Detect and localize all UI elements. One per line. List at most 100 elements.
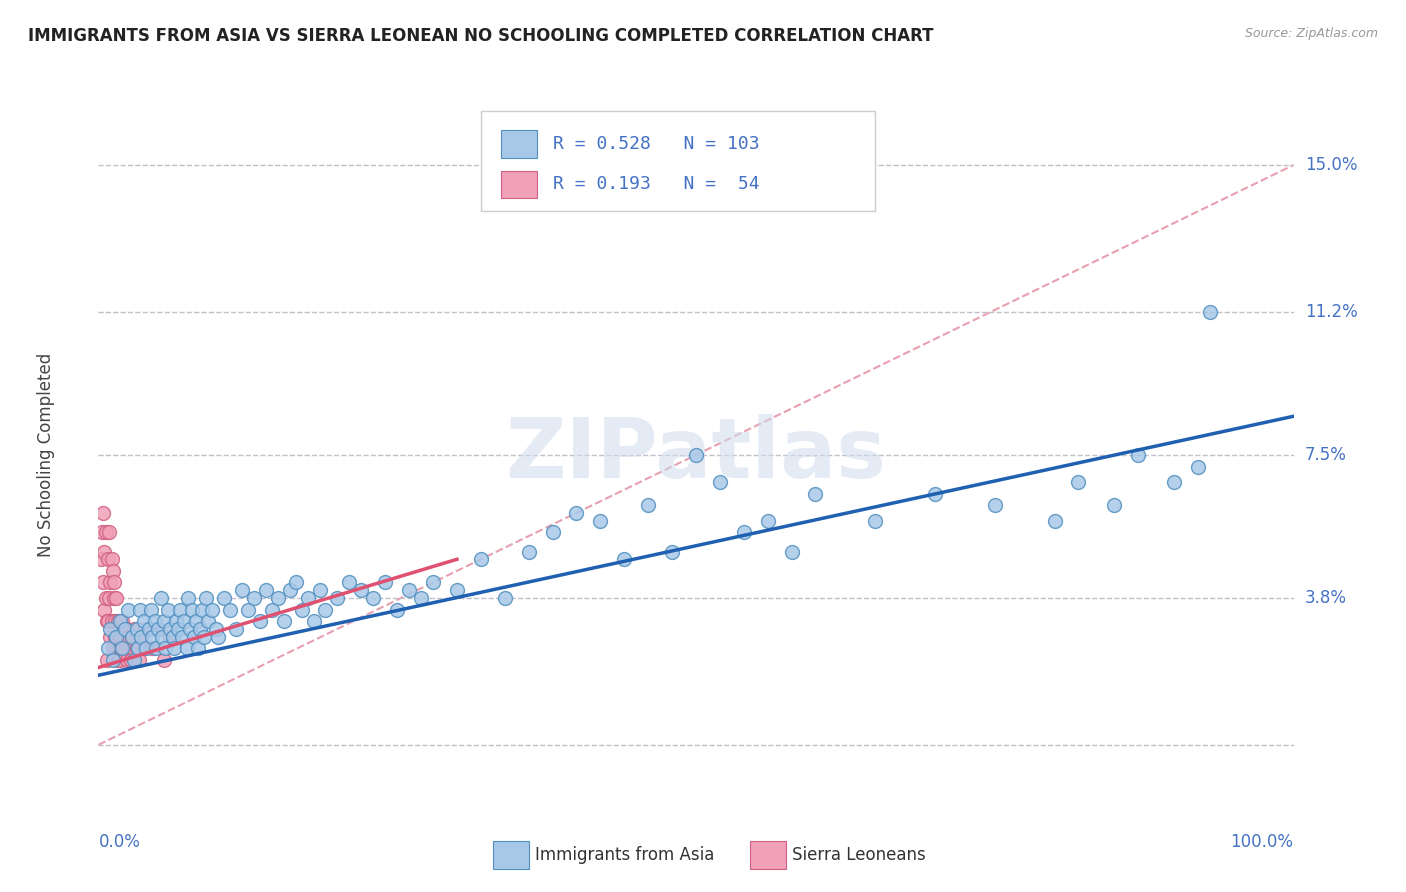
Point	[91, 506, 114, 520]
Point	[115, 622, 138, 636]
Point	[541, 525, 564, 540]
Point	[121, 630, 143, 644]
Text: 11.2%: 11.2%	[1305, 303, 1357, 321]
FancyBboxPatch shape	[481, 111, 875, 211]
Point	[165, 614, 187, 628]
Point	[132, 641, 155, 656]
Point	[169, 602, 191, 616]
Point	[101, 564, 124, 578]
Point	[98, 591, 121, 605]
Point	[111, 641, 134, 656]
Point	[117, 602, 139, 616]
Text: Source: ZipAtlas.com: Source: ZipAtlas.com	[1244, 27, 1378, 40]
Point	[337, 575, 360, 590]
Point	[187, 641, 209, 656]
Point	[139, 602, 162, 616]
Point	[101, 641, 124, 656]
Point	[97, 614, 120, 628]
Point	[118, 641, 141, 656]
Point	[125, 641, 148, 656]
Point	[374, 575, 396, 590]
Point	[179, 622, 201, 636]
Point	[924, 486, 946, 500]
Point	[145, 641, 167, 656]
Point	[129, 602, 152, 616]
Point	[103, 591, 125, 605]
Point	[1067, 475, 1090, 489]
Point	[194, 591, 217, 605]
Point	[132, 614, 155, 628]
FancyBboxPatch shape	[749, 841, 786, 869]
Point	[162, 630, 184, 644]
FancyBboxPatch shape	[501, 170, 537, 198]
Point	[804, 486, 827, 500]
Point	[167, 622, 190, 636]
Point	[128, 653, 150, 667]
Point	[267, 591, 290, 605]
Point	[112, 630, 135, 644]
Point	[121, 630, 143, 644]
Point	[302, 614, 325, 628]
Point	[308, 583, 330, 598]
Point	[105, 630, 128, 644]
Point	[422, 575, 444, 590]
Text: 15.0%: 15.0%	[1305, 156, 1357, 174]
Point	[685, 448, 707, 462]
Point	[98, 575, 122, 590]
Point	[191, 602, 214, 616]
Point	[117, 630, 139, 644]
Point	[110, 630, 132, 644]
Point	[1163, 475, 1185, 489]
Point	[96, 653, 118, 667]
Point	[290, 602, 312, 616]
Point	[131, 630, 153, 644]
Point	[177, 591, 200, 605]
Point	[709, 475, 731, 489]
Point	[863, 514, 886, 528]
Point	[637, 498, 659, 512]
Text: Immigrants from Asia: Immigrants from Asia	[534, 846, 714, 864]
FancyBboxPatch shape	[501, 130, 537, 158]
Point	[249, 614, 271, 628]
Point	[204, 622, 226, 636]
Point	[110, 641, 132, 656]
Point	[131, 630, 153, 644]
Point	[100, 552, 122, 566]
Point	[156, 602, 179, 616]
Point	[446, 583, 468, 598]
Point	[173, 614, 195, 628]
Point	[517, 544, 540, 558]
Point	[100, 614, 122, 628]
Point	[153, 614, 176, 628]
Point	[114, 641, 136, 656]
Point	[350, 583, 373, 598]
Point	[494, 591, 516, 605]
Point	[91, 575, 114, 590]
Point	[1043, 514, 1066, 528]
Point	[589, 514, 612, 528]
Point	[470, 552, 492, 566]
Text: IMMIGRANTS FROM ASIA VS SIERRA LEONEAN NO SCHOOLING COMPLETED CORRELATION CHART: IMMIGRANTS FROM ASIA VS SIERRA LEONEAN N…	[28, 27, 934, 45]
Point	[97, 552, 120, 566]
Point	[243, 591, 266, 605]
Point	[983, 498, 1005, 512]
Point	[93, 544, 115, 558]
Point	[108, 614, 131, 628]
Point	[91, 525, 114, 540]
Text: 100.0%: 100.0%	[1230, 833, 1294, 851]
Point	[104, 630, 127, 644]
Point	[197, 614, 219, 628]
Point	[141, 630, 163, 644]
Point	[150, 630, 173, 644]
Point	[104, 614, 127, 628]
Point	[124, 653, 146, 667]
Point	[176, 641, 198, 656]
Point	[180, 602, 202, 616]
Point	[138, 622, 160, 636]
Point	[186, 614, 208, 628]
Point	[212, 591, 235, 605]
Point	[107, 653, 129, 667]
Point	[135, 641, 157, 656]
Point	[284, 575, 307, 590]
Point	[163, 641, 186, 656]
